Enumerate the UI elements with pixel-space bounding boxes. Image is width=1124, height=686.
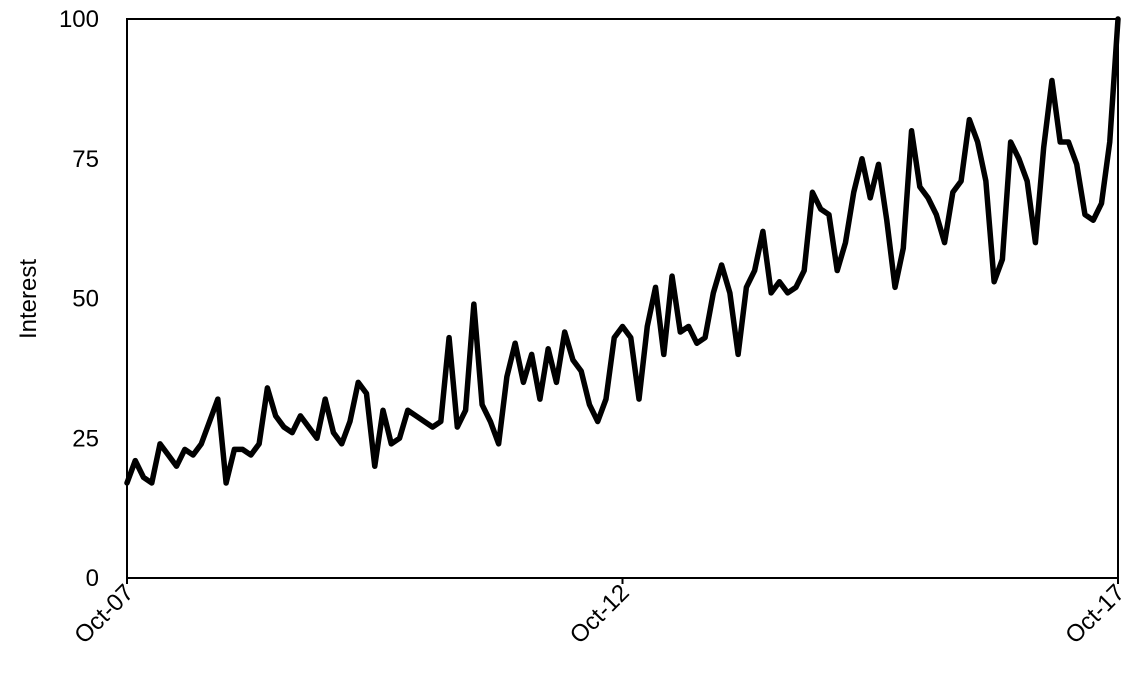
- plot-frame: [126, 18, 1119, 579]
- y-axis-title: Interest: [15, 259, 42, 339]
- series-line: [124, 16, 1121, 486]
- x-axis-ticks: Oct-07 Oct-12 Oct-17: [69, 578, 1124, 649]
- y-tick-label: 75: [72, 146, 99, 173]
- y-tick-label: 25: [72, 425, 99, 452]
- x-tick-label: Oct-07: [69, 579, 139, 649]
- x-tick-label: Oct-12: [565, 579, 635, 649]
- y-tick-label: 0: [86, 565, 99, 592]
- y-axis-ticks: 0 25 50 75 100: [59, 6, 99, 592]
- y-tick-label: 100: [59, 6, 99, 33]
- y-tick-label: 50: [72, 286, 99, 313]
- x-tick-label: Oct-17: [1060, 579, 1124, 649]
